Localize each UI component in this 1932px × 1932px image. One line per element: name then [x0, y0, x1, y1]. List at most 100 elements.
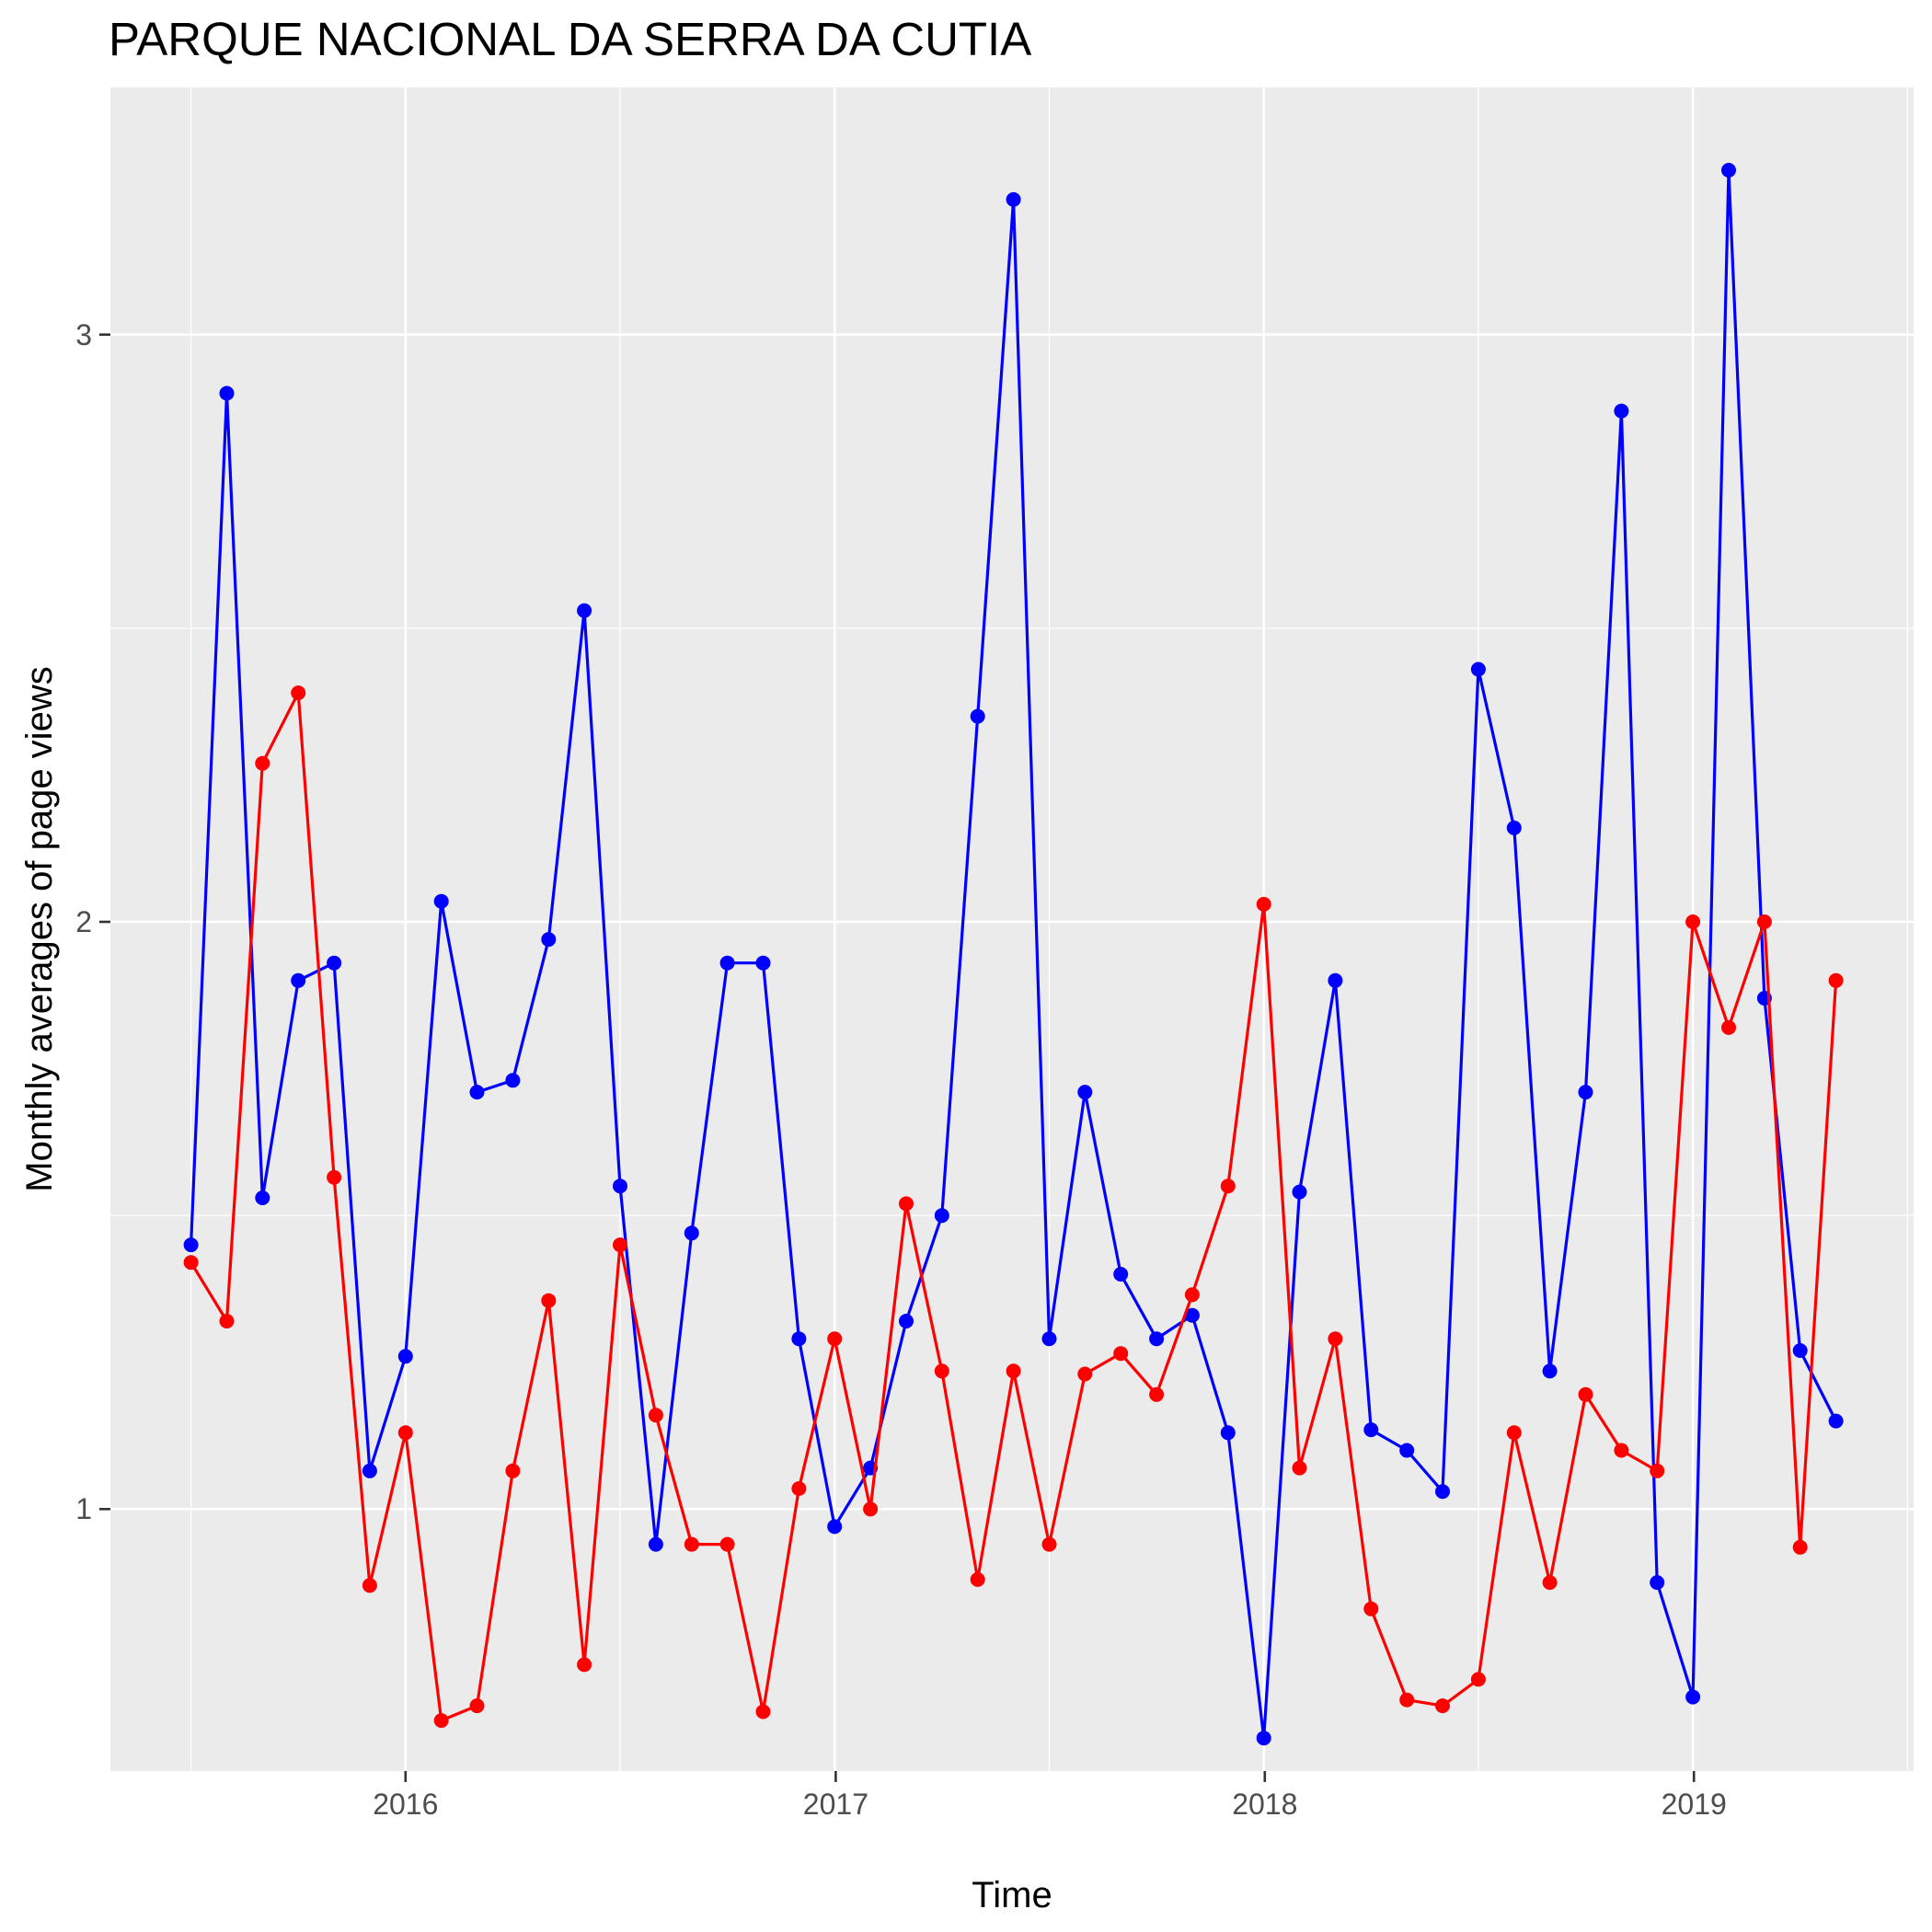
data-point — [755, 955, 771, 971]
data-point — [1256, 896, 1271, 912]
data-point — [684, 1225, 699, 1241]
data-point — [1685, 914, 1701, 929]
data-point — [719, 955, 735, 971]
data-point — [755, 1704, 771, 1719]
data-point — [648, 1408, 663, 1423]
data-point — [1149, 1331, 1165, 1347]
data-point — [291, 972, 306, 988]
series-2 — [183, 685, 1844, 1729]
data-point — [1578, 1386, 1593, 1402]
y-tick-label: 1 — [75, 1492, 92, 1525]
data-point — [469, 1085, 485, 1100]
data-point — [791, 1481, 807, 1496]
data-point — [1184, 1307, 1200, 1323]
data-point — [1685, 1689, 1701, 1705]
data-point — [469, 1698, 485, 1714]
data-point — [970, 708, 985, 724]
y-tick-2: 2 — [75, 905, 110, 938]
data-point — [613, 1237, 627, 1253]
data-point — [1470, 661, 1486, 677]
data-point — [1721, 1019, 1736, 1035]
data-point — [1292, 1184, 1307, 1200]
data-point — [577, 603, 592, 618]
data-point — [183, 1255, 199, 1271]
data-point — [397, 1349, 413, 1364]
data-point — [183, 1237, 199, 1253]
data-point — [327, 1169, 342, 1185]
data-point — [327, 955, 342, 971]
data-point — [291, 685, 306, 701]
data-point — [1792, 1343, 1808, 1358]
data-point — [219, 385, 235, 401]
y-tick-3: 3 — [75, 318, 110, 351]
plot-panel — [110, 87, 1914, 1771]
data-point — [1614, 1443, 1629, 1458]
data-point — [1506, 1425, 1522, 1441]
data-point — [1542, 1363, 1558, 1379]
data-point — [934, 1363, 949, 1379]
data-point — [1149, 1386, 1165, 1402]
y-axis: 1 2 3 — [75, 318, 110, 1525]
x-tick-2018: 2018 — [1232, 1771, 1297, 1821]
data-point — [1041, 1331, 1057, 1347]
data-point — [827, 1519, 843, 1535]
data-point — [1292, 1460, 1307, 1476]
data-point — [899, 1314, 914, 1328]
data-point — [934, 1208, 949, 1224]
x-tick-2017: 2017 — [803, 1771, 868, 1821]
x-tick-2019: 2019 — [1662, 1771, 1727, 1821]
data-point — [1756, 914, 1772, 929]
data-point — [1328, 1331, 1343, 1347]
x-tick-label: 2017 — [803, 1788, 868, 1821]
x-axis: 2016 2017 2018 2019 — [373, 1771, 1727, 1821]
data-point — [1650, 1575, 1665, 1591]
data-point — [1220, 1425, 1236, 1441]
x-tick-label: 2018 — [1232, 1788, 1297, 1821]
data-point — [1399, 1692, 1415, 1708]
series-1 — [183, 163, 1844, 1746]
data-point — [1220, 1179, 1236, 1194]
data-point — [1077, 1085, 1093, 1100]
data-point — [577, 1657, 592, 1673]
y-tick-label: 2 — [75, 905, 92, 938]
x-tick-label: 2019 — [1662, 1788, 1727, 1821]
data-point — [827, 1331, 843, 1347]
data-point — [541, 1293, 557, 1308]
data-point — [362, 1463, 377, 1478]
x-axis-title: Time — [972, 1875, 1052, 1915]
y-axis-title: Monthly averages of page views — [19, 666, 60, 1191]
data-point — [505, 1463, 521, 1478]
data-point — [1828, 972, 1844, 988]
x-tick-2016: 2016 — [373, 1771, 438, 1821]
data-point — [219, 1314, 235, 1328]
data-point — [1399, 1443, 1415, 1458]
data-point — [541, 932, 557, 948]
data-point — [1328, 972, 1343, 988]
data-point — [1721, 163, 1736, 178]
data-point — [863, 1501, 879, 1517]
data-point — [1506, 820, 1522, 835]
data-point — [1113, 1346, 1129, 1362]
data-point — [362, 1578, 377, 1593]
y-tick-label: 3 — [75, 318, 92, 351]
data-point — [397, 1425, 413, 1441]
data-point — [613, 1179, 627, 1194]
data-point — [1470, 1672, 1486, 1687]
data-point — [1828, 1413, 1844, 1429]
data-point — [1113, 1267, 1129, 1282]
data-point — [1184, 1287, 1200, 1303]
data-point — [1006, 191, 1021, 207]
data-point — [1435, 1484, 1450, 1500]
data-point — [255, 1190, 270, 1205]
data-point — [1614, 403, 1629, 419]
data-point — [505, 1073, 521, 1088]
data-point — [791, 1331, 807, 1347]
data-point — [970, 1571, 985, 1587]
data-point — [1256, 1731, 1271, 1746]
chart-title: PARQUE NACIONAL DA SERRA DA CUTIA — [109, 13, 1031, 65]
data-point — [684, 1536, 699, 1552]
minor-gridlines — [110, 87, 1914, 1771]
data-point — [648, 1536, 663, 1552]
data-point — [433, 1713, 449, 1729]
